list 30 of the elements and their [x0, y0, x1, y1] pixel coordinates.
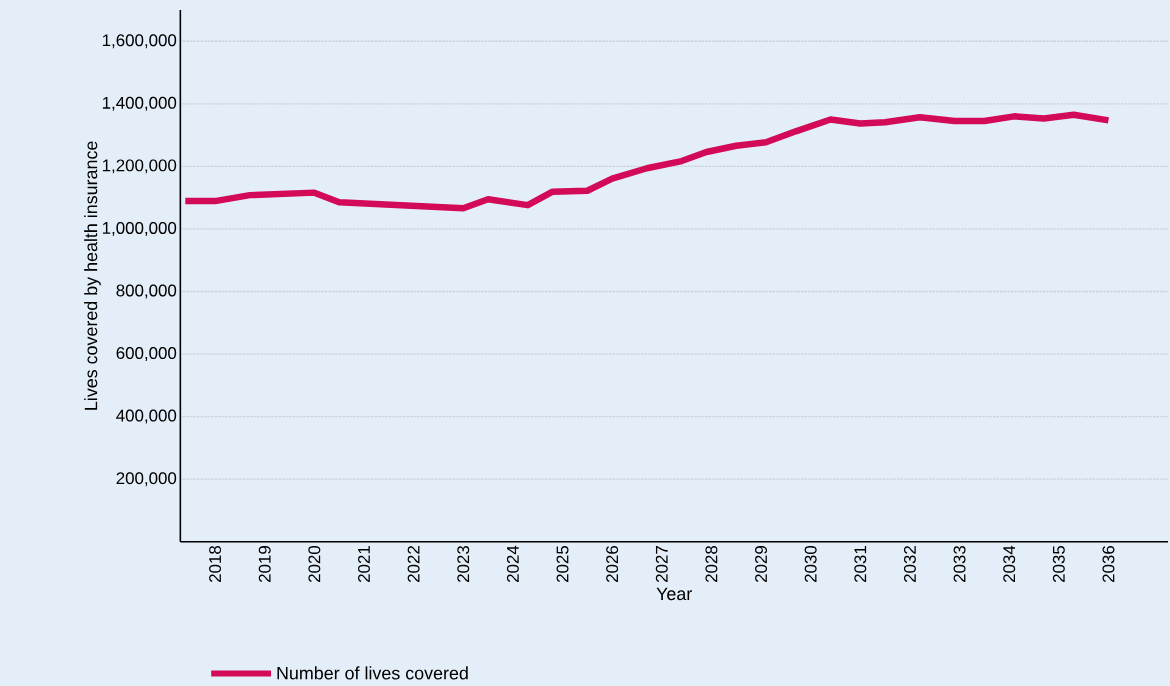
y-tick-label: 800,000 — [116, 284, 177, 299]
x-tick-label: 2034 — [1003, 545, 1016, 582]
x-tick-label: 2035 — [1052, 545, 1065, 582]
x-tick-label: 2031 — [854, 545, 867, 582]
legend-label: Number of lives covered — [277, 666, 468, 680]
x-tick-label: 2022 — [407, 545, 420, 582]
x-tick-label: 2021 — [358, 545, 370, 582]
x-tick-label: 2027 — [655, 545, 668, 582]
x-tick-label: 2028 — [705, 545, 718, 582]
x-tick-label: 2030 — [804, 545, 817, 582]
x-axis-title: Year — [656, 587, 692, 600]
x-tick-label: 2018 — [209, 545, 222, 582]
x-tick-label: 2020 — [308, 545, 321, 582]
y-tick-label: 1,400,000 — [102, 96, 177, 111]
x-tick-label: 2025 — [556, 545, 569, 582]
x-tick-label: 2033 — [953, 545, 966, 582]
x-tick-label: 2026 — [606, 545, 619, 582]
y-tick-label: 1,000,000 — [102, 221, 177, 236]
x-tick-label: 2036 — [1102, 545, 1115, 582]
x-tick-label: 2019 — [258, 545, 271, 582]
y-tick-label: 1,200,000 — [102, 159, 177, 174]
x-tick-label: 2032 — [903, 545, 916, 582]
x-tick-label: 2029 — [755, 545, 768, 582]
x-tick-label: 2023 — [457, 545, 470, 582]
y-axis-title: Lives covered by health insurance — [84, 141, 101, 410]
y-tick-label: 1,600,000 — [102, 34, 177, 49]
y-tick-label: 200,000 — [116, 471, 177, 486]
y-tick-label: 600,000 — [116, 346, 177, 361]
x-tick-label: 2024 — [506, 545, 519, 582]
y-tick-label: 400,000 — [116, 409, 177, 424]
